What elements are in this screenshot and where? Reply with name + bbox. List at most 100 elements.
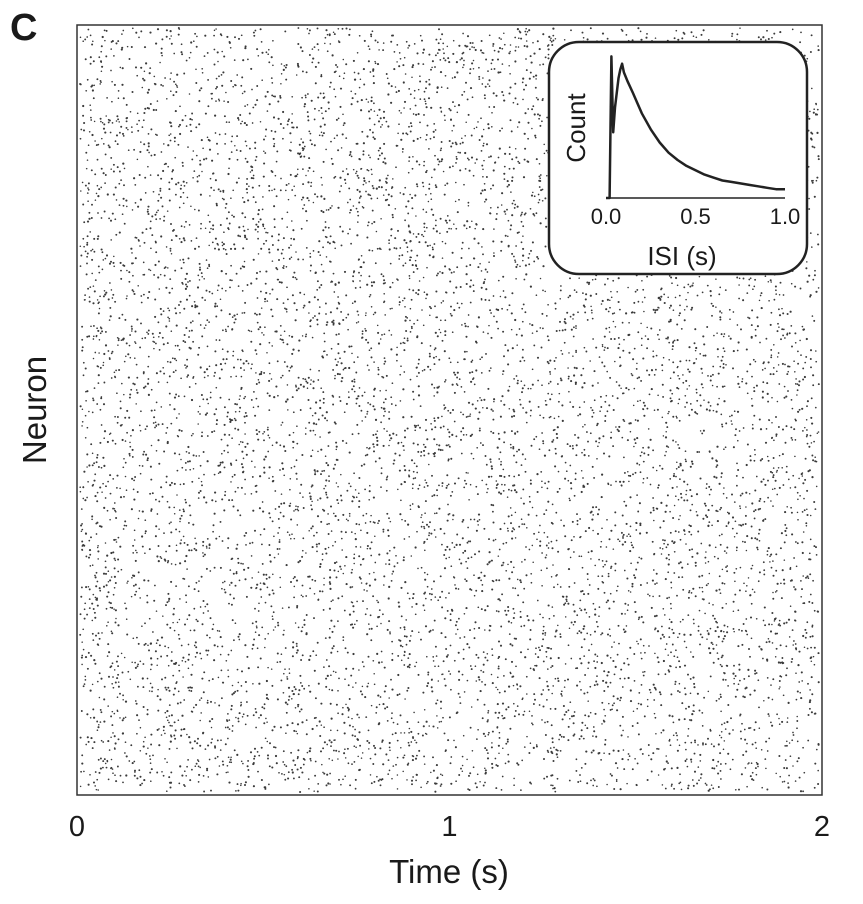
spike-dot: [150, 444, 153, 447]
spike-dot: [767, 37, 770, 41]
spike-dot: [402, 444, 405, 448]
spike-dot: [142, 386, 146, 389]
spike-dot: [691, 284, 694, 287]
spike-dot: [518, 713, 520, 716]
spike-dot: [374, 561, 377, 564]
spike-dot: [609, 592, 612, 595]
spike-dot: [722, 363, 725, 365]
spike-dot: [184, 114, 187, 117]
spike-dot: [235, 459, 238, 462]
spike-dot: [486, 720, 489, 723]
spike-dot: [330, 619, 333, 622]
spike-dot: [224, 289, 227, 292]
spike-dot: [261, 79, 263, 81]
spike-dot: [493, 315, 495, 318]
spike-dot: [425, 481, 428, 484]
spike-dot: [127, 580, 129, 583]
spike-dot: [351, 763, 353, 765]
spike-dot: [446, 484, 449, 487]
spike-dot: [191, 320, 194, 322]
spike-dot: [96, 604, 99, 607]
spike-dot: [817, 155, 820, 158]
spike-dot: [432, 656, 435, 658]
spike-dot: [439, 596, 442, 599]
spike-dot: [346, 651, 349, 654]
spike-dot: [296, 524, 299, 526]
spike-dot: [136, 158, 139, 161]
spike-dot: [489, 155, 492, 158]
spike-dot: [494, 711, 497, 714]
spike-dot: [808, 208, 811, 210]
spike-dot: [500, 38, 502, 40]
spike-dot: [89, 286, 92, 288]
spike-dot: [573, 326, 575, 329]
spike-dot: [102, 572, 106, 575]
spike-dot: [122, 29, 125, 32]
spike-dot: [569, 445, 572, 448]
spike-dot: [465, 273, 468, 276]
spike-dot: [459, 438, 463, 441]
spike-dot: [270, 605, 273, 608]
spike-dot: [516, 344, 518, 346]
spike-dot: [162, 310, 165, 312]
spike-dot: [718, 482, 721, 485]
spike-dot: [216, 305, 219, 308]
spike-dot: [665, 421, 668, 424]
spike-dot: [348, 613, 352, 616]
spike-dot: [159, 273, 162, 276]
spike-dot: [678, 294, 681, 297]
spike-dot: [108, 217, 111, 220]
spike-dot: [513, 414, 516, 418]
spike-dot: [202, 612, 205, 614]
spike-dot: [296, 649, 299, 652]
spike-dot: [583, 608, 586, 611]
spike-dot: [546, 335, 549, 338]
spike-dot: [428, 187, 431, 190]
spike-dot: [642, 357, 645, 360]
spike-dot: [789, 568, 792, 570]
spike-dot: [372, 443, 375, 446]
spike-dot: [189, 51, 192, 54]
spike-dot: [439, 271, 441, 273]
spike-dot: [230, 756, 232, 759]
spike-dot: [742, 299, 745, 302]
spike-dot: [319, 254, 322, 256]
spike-dot: [723, 672, 726, 675]
spike-dot: [353, 390, 356, 393]
spike-dot: [223, 466, 226, 469]
spike-dot: [408, 275, 411, 277]
spike-dot: [662, 435, 665, 437]
spike-dot: [619, 696, 622, 699]
spike-dot: [352, 205, 355, 207]
spike-dot: [368, 249, 371, 252]
spike-dot: [772, 373, 775, 376]
spike-dot: [313, 617, 315, 620]
spike-dot: [508, 52, 511, 55]
spike-dot: [230, 80, 233, 82]
spike-dot: [780, 582, 782, 585]
spike-dot: [711, 373, 714, 376]
spike-dot: [786, 373, 789, 376]
spike-dot: [439, 527, 442, 531]
spike-dot: [754, 537, 757, 540]
spike-dot: [331, 205, 333, 207]
spike-dot: [265, 51, 268, 54]
spike-dot: [754, 767, 757, 770]
spike-dot: [324, 417, 327, 420]
spike-dot: [810, 646, 813, 649]
spike-dot: [314, 434, 317, 436]
spike-dot: [514, 36, 517, 39]
spike-dot: [88, 464, 91, 467]
spike-dot: [739, 714, 741, 717]
spike-dot: [285, 78, 288, 81]
spike-dot: [265, 717, 267, 720]
spike-dot: [173, 482, 176, 485]
spike-dot: [431, 474, 433, 477]
spike-dot: [105, 607, 108, 610]
spike-dot: [161, 495, 164, 498]
spike-dot: [652, 569, 655, 571]
spike-dot: [272, 95, 275, 98]
spike-dot: [408, 475, 411, 478]
spike-dot: [524, 470, 527, 473]
spike-dot: [573, 535, 575, 538]
